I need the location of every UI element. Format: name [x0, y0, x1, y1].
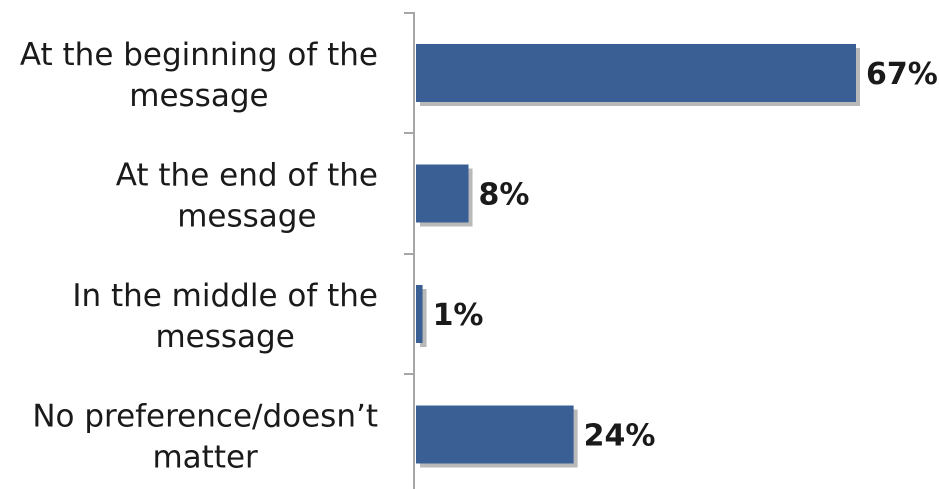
- category-label: In the middle of the message: [72, 278, 378, 355]
- bar-3: [416, 285, 423, 343]
- bar-4: [416, 405, 574, 464]
- category-label-line: message: [129, 78, 268, 114]
- bar-shadow: [420, 289, 427, 347]
- value-label: 1%: [433, 298, 484, 333]
- category-label-line: At the end of the: [116, 158, 378, 194]
- category-label-line: In the middle of the: [72, 278, 378, 314]
- value-label: 67%: [866, 57, 938, 92]
- value-label: 24%: [584, 419, 656, 454]
- category-label: At the beginning of the message: [20, 37, 378, 114]
- category-label-line: No preference/doesn’t: [32, 399, 378, 435]
- bar-2: [416, 164, 469, 223]
- value-label: 8%: [479, 178, 530, 213]
- category-label: At the end of the message: [116, 158, 378, 235]
- category-label-line: message: [177, 199, 316, 235]
- category-label-line: message: [155, 319, 294, 355]
- bar-1: [416, 44, 856, 102]
- category-label-line: At the beginning of the: [20, 37, 378, 73]
- category-label-line: matter: [152, 440, 258, 476]
- category-label: No preference/doesn’t matter: [32, 399, 378, 476]
